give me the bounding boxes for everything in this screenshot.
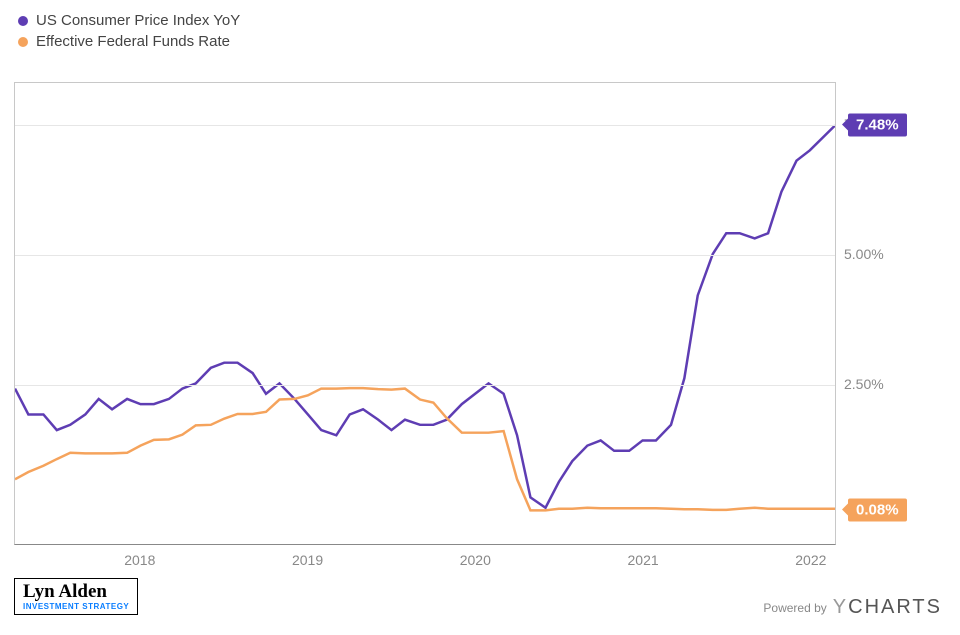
end-value-badge-cpi: 7.48% (848, 113, 907, 136)
x-tick-label: 2020 (460, 552, 491, 568)
legend-swatch-cpi (18, 16, 28, 26)
powered-by: Powered by YYCHARTSCHARTS (763, 596, 942, 619)
attribution-title: Lyn Alden (23, 582, 129, 603)
line-cpi (15, 126, 835, 508)
line-ffr (15, 388, 835, 510)
legend-label: US Consumer Price Index YoY (36, 12, 240, 29)
y-tick-label: 2.50% (844, 376, 884, 392)
legend-item-ffr: Effective Federal Funds Rate (18, 33, 240, 50)
attribution-subtitle: INVESTMENT STRATEGY (23, 603, 129, 612)
chart-lines (15, 83, 835, 544)
y-tick-label: 5.00% (844, 246, 884, 262)
chart-plot-area (14, 82, 836, 545)
x-tick-label: 2021 (628, 552, 659, 568)
gridline (15, 125, 835, 126)
x-tick-label: 2022 (795, 552, 826, 568)
end-value-badge-ffr: 0.08% (848, 498, 907, 521)
end-value-label: 7.48% (856, 116, 899, 133)
attribution-box: Lyn Alden INVESTMENT STRATEGY (14, 578, 138, 615)
gridline (15, 385, 835, 386)
gridline (15, 255, 835, 256)
legend: US Consumer Price Index YoY Effective Fe… (18, 12, 240, 54)
x-tick-label: 2018 (124, 552, 155, 568)
legend-label: Effective Federal Funds Rate (36, 33, 230, 50)
legend-swatch-ffr (18, 37, 28, 47)
end-value-label: 0.08% (856, 501, 899, 518)
legend-item-cpi: US Consumer Price Index YoY (18, 12, 240, 29)
ycharts-logo: YYCHARTSCHARTS (833, 596, 942, 619)
x-tick-label: 2019 (292, 552, 323, 568)
powered-by-text: Powered by (763, 601, 826, 615)
